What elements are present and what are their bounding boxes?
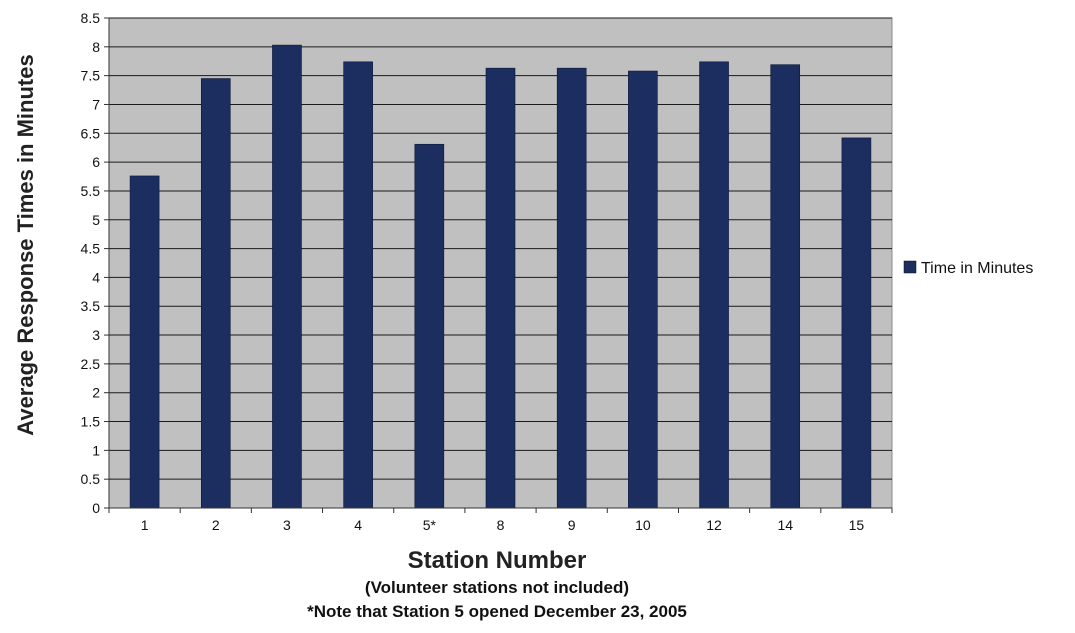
bar-station-15: [841, 137, 872, 509]
x-tick-label: 10: [635, 517, 651, 533]
y-tick-label: 1.5: [81, 414, 101, 430]
x-axis-title: Station Number: [408, 547, 587, 574]
y-tick-label: 3: [92, 327, 100, 343]
legend-label: Time in Minutes: [921, 260, 1033, 277]
bar-station-8: [485, 67, 516, 509]
bar-station-2: [200, 78, 231, 509]
x-axis-ticks: 1 2 3 4 5* 8 9 10 12 14 15: [108, 508, 893, 533]
x-tick-label: 9: [568, 517, 576, 533]
y-tick-label: 2.5: [81, 356, 101, 372]
legend-swatch: [903, 260, 917, 274]
x-tick-label: 1: [141, 517, 149, 533]
bar-station-1: [129, 175, 160, 509]
bar-station-14: [770, 64, 801, 509]
x-tick-label: 5*: [423, 517, 437, 533]
y-tick-label: 8: [92, 39, 100, 55]
y-tick-label: 2: [92, 385, 100, 401]
y-tick-label: 3.5: [81, 298, 101, 314]
y-axis-ticks: 0 0.5 1 1.5 2 2.5 3 3.5 4 4.5 5 5.5 6 6.5 7 7.5 8 8.5: [81, 10, 109, 516]
y-tick-label: 6.5: [81, 125, 101, 141]
x-tick-label: 14: [777, 517, 793, 533]
legend: Time in Minutes: [903, 260, 1033, 277]
y-tick-label: 8.5: [81, 10, 101, 26]
x-tick-label: 3: [283, 517, 291, 533]
bar-station-4: [343, 61, 373, 509]
x-tick-label: 15: [849, 517, 865, 533]
x-tick-label: 12: [706, 517, 722, 533]
x-tick-label: 8: [497, 517, 505, 533]
bar-station-12: [699, 61, 729, 509]
y-tick-label: 6: [92, 154, 100, 170]
y-tick-label: 4: [92, 269, 100, 285]
y-axis-title: Average Response Times in Minutes: [13, 54, 38, 435]
bar-station-9: [556, 67, 587, 509]
y-tick-label: 5.5: [81, 183, 101, 199]
x-tick-label: 4: [354, 517, 362, 533]
note-volunteer: (Volunteer stations not included): [365, 578, 629, 597]
bar-station-10: [628, 70, 658, 509]
y-tick-label: 5: [92, 212, 100, 228]
y-tick-label: 4.5: [81, 241, 101, 257]
bar-station-5: [414, 143, 445, 509]
y-tick-label: 0: [92, 500, 100, 516]
bar-station-3: [272, 44, 302, 509]
note-station-5: *Note that Station 5 opened December 23,…: [307, 602, 687, 621]
y-tick-label: 7: [92, 96, 100, 112]
y-tick-label: 0.5: [81, 471, 101, 487]
y-tick-label: 1: [92, 442, 100, 458]
x-tick-label: 2: [212, 517, 220, 533]
bars-group: [129, 44, 872, 509]
y-tick-label: 7.5: [81, 68, 101, 84]
